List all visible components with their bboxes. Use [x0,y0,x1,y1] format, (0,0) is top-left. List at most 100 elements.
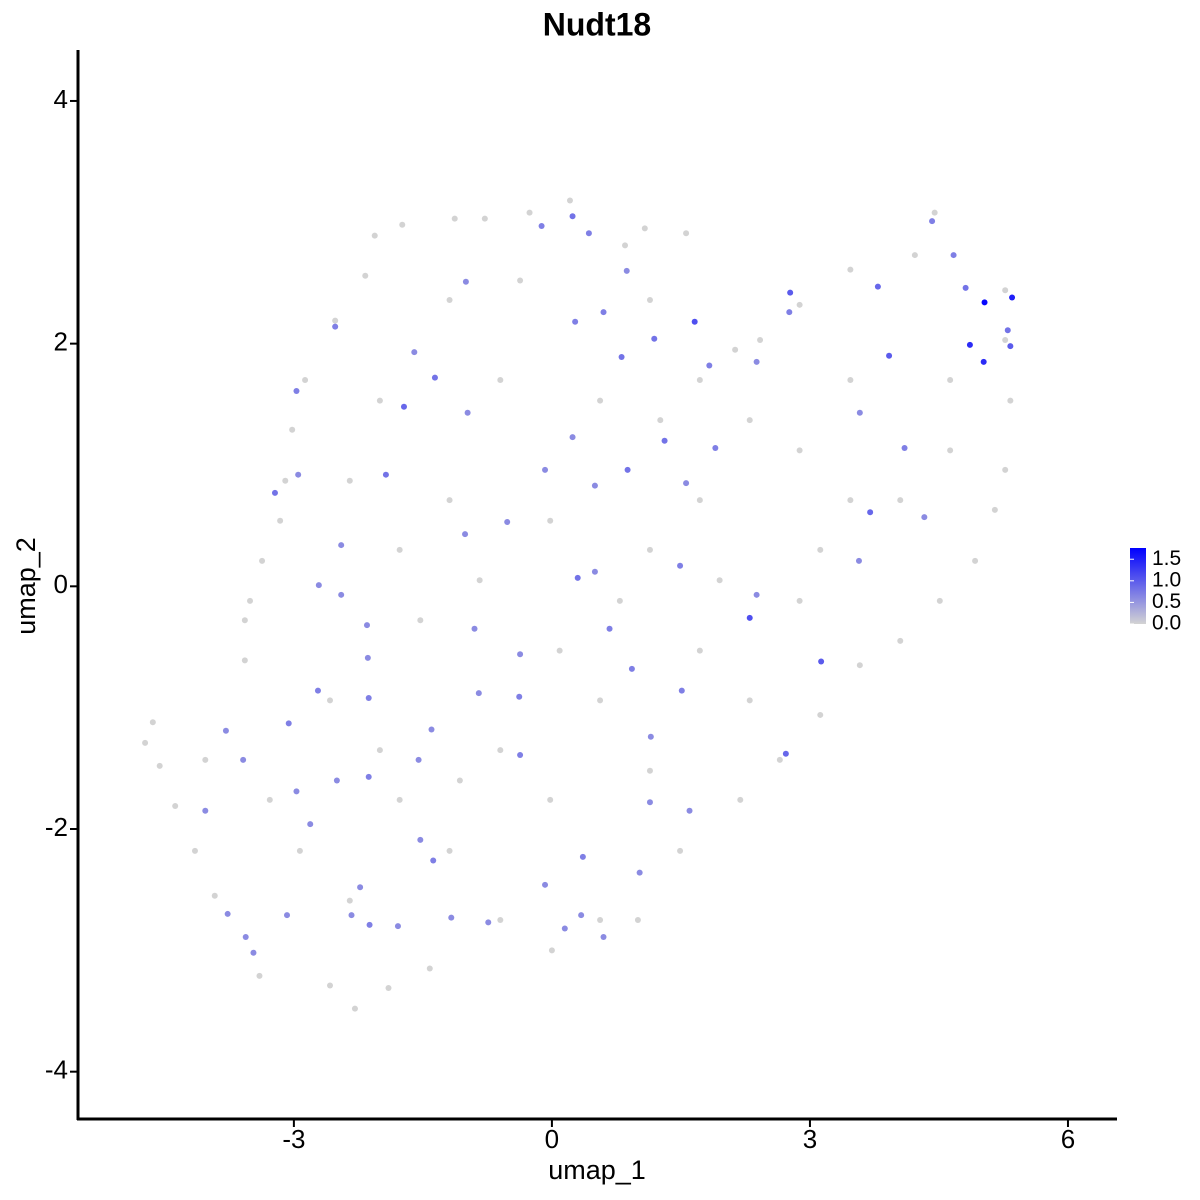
point [796,447,803,454]
point [448,914,455,921]
point [651,335,658,342]
point [307,821,314,828]
point [481,215,488,222]
point [796,597,803,604]
point [1009,294,1016,301]
point [737,796,744,803]
point [776,756,783,763]
point [538,222,545,229]
point [346,477,353,484]
point [399,221,406,228]
point [517,651,524,658]
point [931,209,938,216]
point [706,362,713,369]
point [295,471,302,478]
point [569,434,576,441]
point [647,733,654,740]
point [646,546,653,553]
point [1002,337,1009,344]
point [172,802,179,809]
point [921,514,928,521]
x-axis-title: umap_1 [548,1155,646,1185]
point [712,444,719,451]
point [362,272,369,279]
point [606,625,613,632]
point [624,466,631,473]
point [256,972,263,979]
point [600,933,607,940]
point [382,471,389,478]
point [572,318,579,325]
point [446,847,453,854]
point [696,377,703,384]
y-tick-label: 4 [54,84,68,114]
point [417,836,424,843]
point [929,218,936,225]
point [364,654,371,661]
point [451,215,458,222]
point [277,517,284,524]
point [240,756,247,763]
colorbar-tick-label: 0.5 [1152,590,1181,613]
point [947,377,954,384]
point [683,230,690,237]
point [847,266,854,273]
point [497,747,504,754]
point [623,267,630,274]
point [782,750,789,757]
point [616,597,623,604]
point [547,517,554,524]
point [585,230,592,237]
point [657,417,664,424]
point [962,284,969,291]
point [504,519,511,526]
point [901,444,908,451]
point [600,309,607,316]
point [346,897,353,904]
point [936,597,943,604]
point [314,687,321,694]
point [485,919,492,926]
point [597,697,604,704]
point [242,933,249,940]
point [628,665,635,672]
x-tick-label: 3 [803,1124,817,1154]
point [569,213,576,220]
point [293,387,300,394]
y-tick-label: 0 [54,569,68,599]
point [431,374,438,381]
point [787,289,794,296]
point [471,625,478,632]
point [302,377,309,384]
point [947,447,954,454]
point [376,397,383,404]
point [366,921,373,928]
point [757,337,764,344]
point [259,557,266,564]
point [365,694,372,701]
point [1002,287,1009,294]
point [556,647,563,654]
point [327,982,334,989]
point [315,582,322,589]
point [332,323,339,330]
point [456,777,463,784]
point [247,597,254,604]
point [149,719,156,726]
point [417,617,424,624]
colorbar-tick-label: 1.5 [1152,547,1181,570]
point [191,847,198,854]
point [855,557,862,564]
point [224,910,231,917]
point [289,426,296,433]
point [284,912,291,919]
y-tick-label: -2 [45,812,68,842]
point [542,466,549,473]
point [867,509,874,516]
point [856,409,863,416]
point [142,739,149,746]
point [385,984,392,991]
point [296,847,303,854]
point [517,277,524,284]
point [1007,397,1014,404]
